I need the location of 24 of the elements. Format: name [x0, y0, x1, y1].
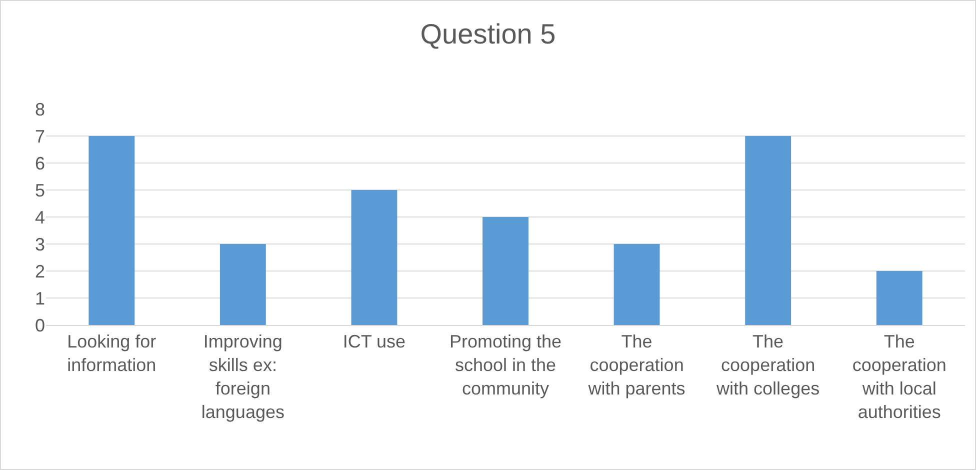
x-tick-label: ICT use	[342, 332, 406, 352]
x-tick-label: The cooperation with parents	[587, 332, 686, 398]
chart-title: Question 5	[420, 18, 556, 50]
y-tick-label: 7	[34, 126, 45, 146]
bar	[88, 136, 135, 325]
x-tick-label: Promoting the school in the community	[449, 332, 562, 398]
x-tick-label: The cooperation with local authorities	[852, 332, 946, 422]
y-tick-label: 1	[34, 288, 45, 308]
bar	[614, 244, 660, 325]
x-tick-label: The cooperation with colleges	[716, 332, 820, 398]
bar	[482, 217, 528, 325]
x-tick-label: Improving skills ex: foreign languages	[201, 332, 284, 422]
bar	[876, 271, 922, 325]
bar	[745, 136, 792, 325]
y-tick-label: 0	[34, 315, 45, 336]
y-tick-label: 3	[34, 234, 45, 254]
y-tick-label: 6	[34, 153, 45, 174]
bar	[351, 190, 398, 325]
y-tick-label: 4	[34, 207, 45, 228]
y-tick-label: 2	[34, 261, 45, 282]
x-tick-label: Looking for information	[67, 332, 156, 375]
y-tick-label: 5	[34, 180, 45, 200]
y-tick-label: 8	[34, 99, 45, 120]
bar	[220, 244, 266, 325]
